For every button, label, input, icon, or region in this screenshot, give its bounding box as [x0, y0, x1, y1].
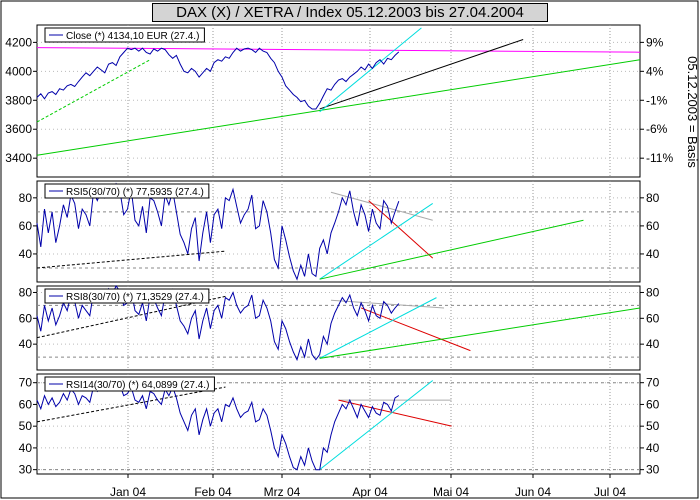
left-tick-label: 60: [19, 311, 33, 325]
legend-box: [44, 183, 210, 199]
trend-line: [319, 27, 422, 113]
left-tick-label: 40: [19, 247, 33, 261]
legend-label: Close (*) 4134,10 EUR (27.4.): [66, 31, 199, 42]
legend-label: RSI8(30/70) (*) 71,3529 (27.4.): [66, 292, 204, 303]
panel-frame: [36, 180, 641, 283]
right-tick-label: 40: [646, 441, 660, 455]
x-tick-label: Jul 04: [594, 485, 626, 499]
right-tick-label: -11%: [646, 151, 673, 165]
right-tick-label: -1%: [646, 93, 668, 107]
trend-line: [36, 59, 641, 156]
right-tick-label: 80: [646, 285, 660, 299]
x-tick-label: Jan 04: [110, 485, 146, 499]
legend-label: RSI14(30/70) (*) 64,0899 (27.4.): [66, 380, 209, 391]
left-tick-label: 80: [19, 191, 33, 205]
panel-frame: [36, 24, 641, 178]
left-tick-label: 40: [19, 337, 33, 351]
trend-line: [36, 250, 226, 269]
right-tick-label: 40: [646, 337, 660, 351]
trend-line: [319, 380, 434, 471]
left-tick-label: 70: [19, 376, 33, 390]
trend-line: [360, 307, 471, 352]
panel-frame: [36, 373, 641, 475]
left-tick-label: 30: [19, 463, 33, 477]
x-tick-label: Mrz 04: [264, 485, 301, 499]
right-tick-label: -6%: [646, 122, 668, 136]
right-tick-label: 30: [646, 463, 660, 477]
trend-line: [338, 399, 452, 427]
left-tick-label: 4000: [5, 64, 32, 78]
right-tick-label: 60: [646, 397, 660, 411]
x-tick-label: Jun 04: [515, 485, 551, 499]
legend-label: RSI5(30/70) (*) 77,5935 (27.4.): [66, 187, 204, 198]
right-tick-label: 9%: [646, 35, 664, 49]
right-tick-label: 40: [646, 247, 660, 261]
trend-line: [319, 297, 437, 359]
trend-line: [36, 59, 151, 123]
series-line: [36, 47, 400, 110]
trend-line: [368, 200, 434, 259]
trend-line: [36, 47, 641, 53]
trend-line: [36, 386, 226, 423]
x-tick-label: Apr 04: [352, 485, 388, 499]
left-tick-label: 60: [19, 397, 33, 411]
x-tick-label: Mai 04: [433, 485, 469, 499]
right-axis-label: 05.12.2003 = Basis: [685, 56, 700, 168]
panel-frame: [36, 285, 641, 371]
trend-line: [319, 307, 641, 359]
series-line: [36, 182, 400, 281]
left-tick-label: 4200: [5, 35, 32, 49]
right-tick-label: 80: [646, 191, 660, 205]
series-line: [36, 379, 400, 471]
left-tick-label: 3600: [5, 122, 32, 136]
x-tick-label: Feb 04: [194, 485, 232, 499]
trend-line: [319, 39, 524, 110]
left-tick-label: 3400: [5, 151, 32, 165]
left-tick-label: 60: [19, 219, 33, 233]
left-tick-label: 50: [19, 419, 33, 433]
right-tick-label: 50: [646, 419, 660, 433]
chart-title: DAX (X) / XETRA / Index 05.12.2003 bis 2…: [152, 3, 548, 22]
left-tick-label: 40: [19, 441, 33, 455]
right-tick-label: 60: [646, 311, 660, 325]
trend-line: [330, 299, 445, 309]
left-tick-label: 3800: [5, 93, 32, 107]
left-tick-label: 80: [19, 285, 33, 299]
legend-box: [44, 376, 215, 392]
trend-line: [319, 203, 433, 280]
legend-box: [44, 27, 205, 43]
right-tick-label: 60: [646, 219, 660, 233]
right-tick-label: 70: [646, 376, 660, 390]
trend-line: [319, 219, 584, 280]
legend-box: [44, 288, 210, 304]
right-tick-label: 4%: [646, 64, 664, 78]
